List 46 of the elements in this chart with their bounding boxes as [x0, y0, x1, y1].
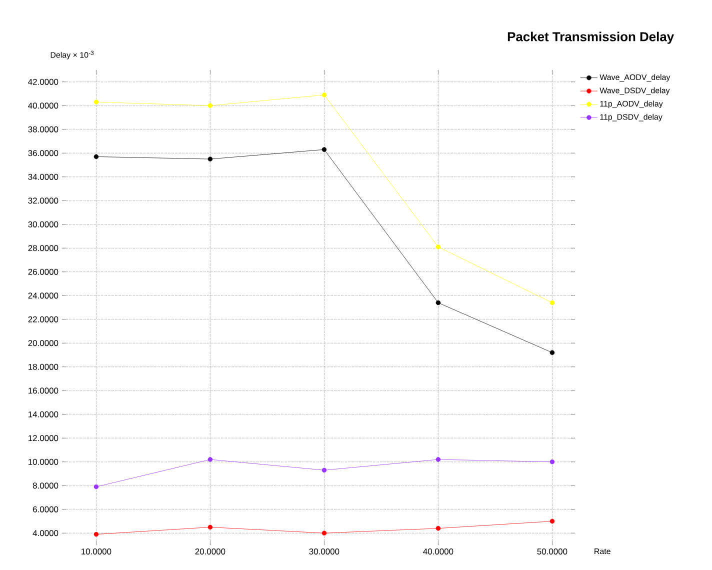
- point: [208, 524, 213, 530]
- x-tick-label: 30.0000: [309, 548, 340, 554]
- point: [322, 92, 327, 98]
- point: [322, 530, 327, 536]
- y-tick-label: 4.0000: [32, 530, 58, 536]
- y-tick-label: 38.0000: [28, 126, 58, 132]
- point: [208, 457, 213, 462]
- point: [550, 518, 555, 524]
- y-tick-label: 24.0000: [28, 292, 58, 299]
- point: [550, 459, 555, 464]
- y-tick-label: 12.0000: [28, 435, 58, 442]
- point: [322, 468, 327, 473]
- point: [208, 103, 213, 108]
- point: [94, 532, 99, 537]
- chart-title: Packet Transmission Delay: [508, 32, 674, 44]
- point: [436, 244, 441, 250]
- point: [550, 300, 555, 306]
- y-tick-label: 22.0000: [28, 316, 58, 322]
- y-tick-label: 8.0000: [32, 482, 58, 489]
- y-tick-label: 42.0000: [28, 78, 58, 85]
- point: [550, 350, 555, 356]
- y-tick-label: 34.0000: [28, 174, 58, 180]
- y-tick-label: 32.0000: [28, 198, 58, 204]
- point: [94, 484, 99, 490]
- y-tick-label: 6.0000: [33, 506, 58, 512]
- x-tick-label: 10.0000: [82, 548, 112, 554]
- point: [322, 147, 327, 152]
- y-tick-label: 10.0000: [28, 458, 58, 465]
- y-tick-label: 20.0000: [28, 340, 58, 346]
- point: [94, 100, 99, 104]
- x-tick-label: 40.0000: [423, 548, 454, 554]
- y-tick-label: 16.0000: [28, 388, 58, 394]
- x-tick-label: 50.0000: [537, 548, 568, 554]
- y-tick-label: 26.0000: [28, 268, 58, 275]
- y-tick-label: 40.0000: [28, 102, 58, 109]
- point: [436, 457, 441, 462]
- y-tick-label: 30.0000: [28, 221, 58, 228]
- point: [436, 526, 441, 531]
- x-tick-label: 20.0000: [195, 548, 226, 554]
- y-tick-label: 14.0000: [28, 411, 58, 418]
- y-tick-label: 28.0000: [28, 245, 58, 252]
- y-tick-label: 36.0000: [28, 150, 58, 156]
- point: [94, 154, 99, 160]
- point: [436, 300, 441, 306]
- y-tick-label: 18.0000: [28, 364, 58, 370]
- point: [208, 156, 213, 162]
